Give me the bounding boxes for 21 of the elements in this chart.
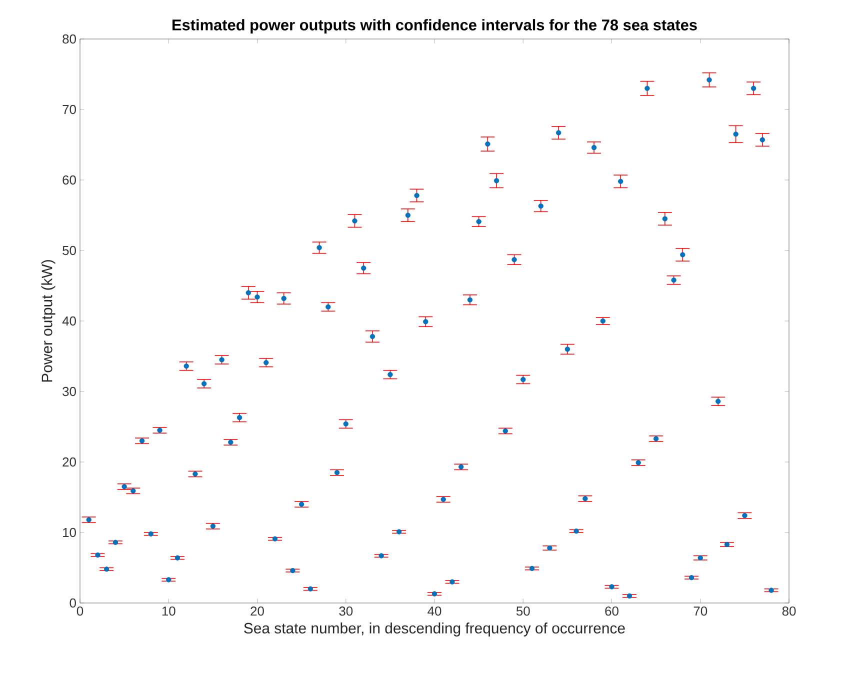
- x-tick-label: 20: [250, 606, 264, 616]
- y-tick-label: 80: [62, 34, 76, 44]
- x-tick-label: 50: [516, 606, 530, 616]
- x-tick-label: 40: [428, 606, 442, 616]
- x-tick-label: 60: [605, 606, 618, 616]
- y-tick-label: 70: [62, 104, 76, 114]
- x-axis-title: Sea state number, in descending frequency of occurrence: [244, 622, 625, 636]
- x-tick-label: 70: [694, 606, 708, 616]
- chart-title: Estimated power outputs with confidence intervals for the 78 sea states: [172, 19, 697, 34]
- y-tick-label: 0: [70, 598, 76, 608]
- y-tick-label: 30: [62, 386, 76, 396]
- y-tick-label: 20: [62, 457, 76, 467]
- x-tick-label: 0: [76, 606, 84, 616]
- x-tick-label: 80: [782, 606, 796, 616]
- x-tick-label: 10: [162, 606, 176, 616]
- y-tick-label: 40: [62, 316, 76, 326]
- x-tick-label: 30: [339, 606, 353, 616]
- y-axis-title: Power output (kW): [41, 260, 56, 382]
- y-tick-label: 10: [63, 528, 76, 538]
- y-tick-label: 50: [62, 246, 76, 256]
- y-tick-label: 60: [62, 175, 76, 185]
